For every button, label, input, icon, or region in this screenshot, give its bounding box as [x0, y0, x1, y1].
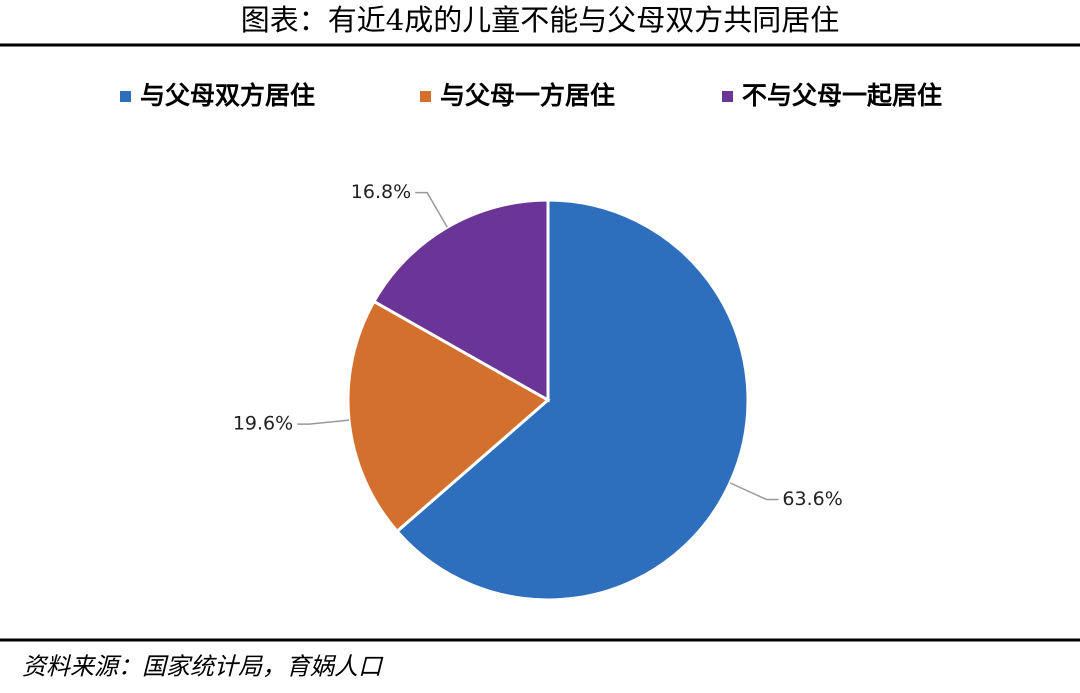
leader-line [297, 419, 350, 425]
chart-title: 图表：有近4成的儿童不能与父母双方共同居住 [241, 3, 839, 37]
legend-swatch [722, 91, 733, 102]
legend-label: 不与父母一起居住 [742, 81, 942, 110]
legend-label: 与父母双方居住 [140, 81, 315, 110]
data-label: 63.6% [782, 488, 842, 510]
leader-line [415, 191, 448, 228]
data-label: 16.8% [351, 181, 411, 203]
legend-label: 与父母一方居住 [440, 81, 615, 110]
source-note: 资料来源：国家统计局，育娲人口 [22, 653, 384, 681]
pie-slice [371, 198, 550, 403]
legend-swatch [420, 91, 431, 102]
data-label: 19.6% [233, 413, 293, 435]
pie-slice [346, 299, 551, 534]
leader-line [729, 482, 779, 501]
legend-swatch [120, 91, 131, 102]
